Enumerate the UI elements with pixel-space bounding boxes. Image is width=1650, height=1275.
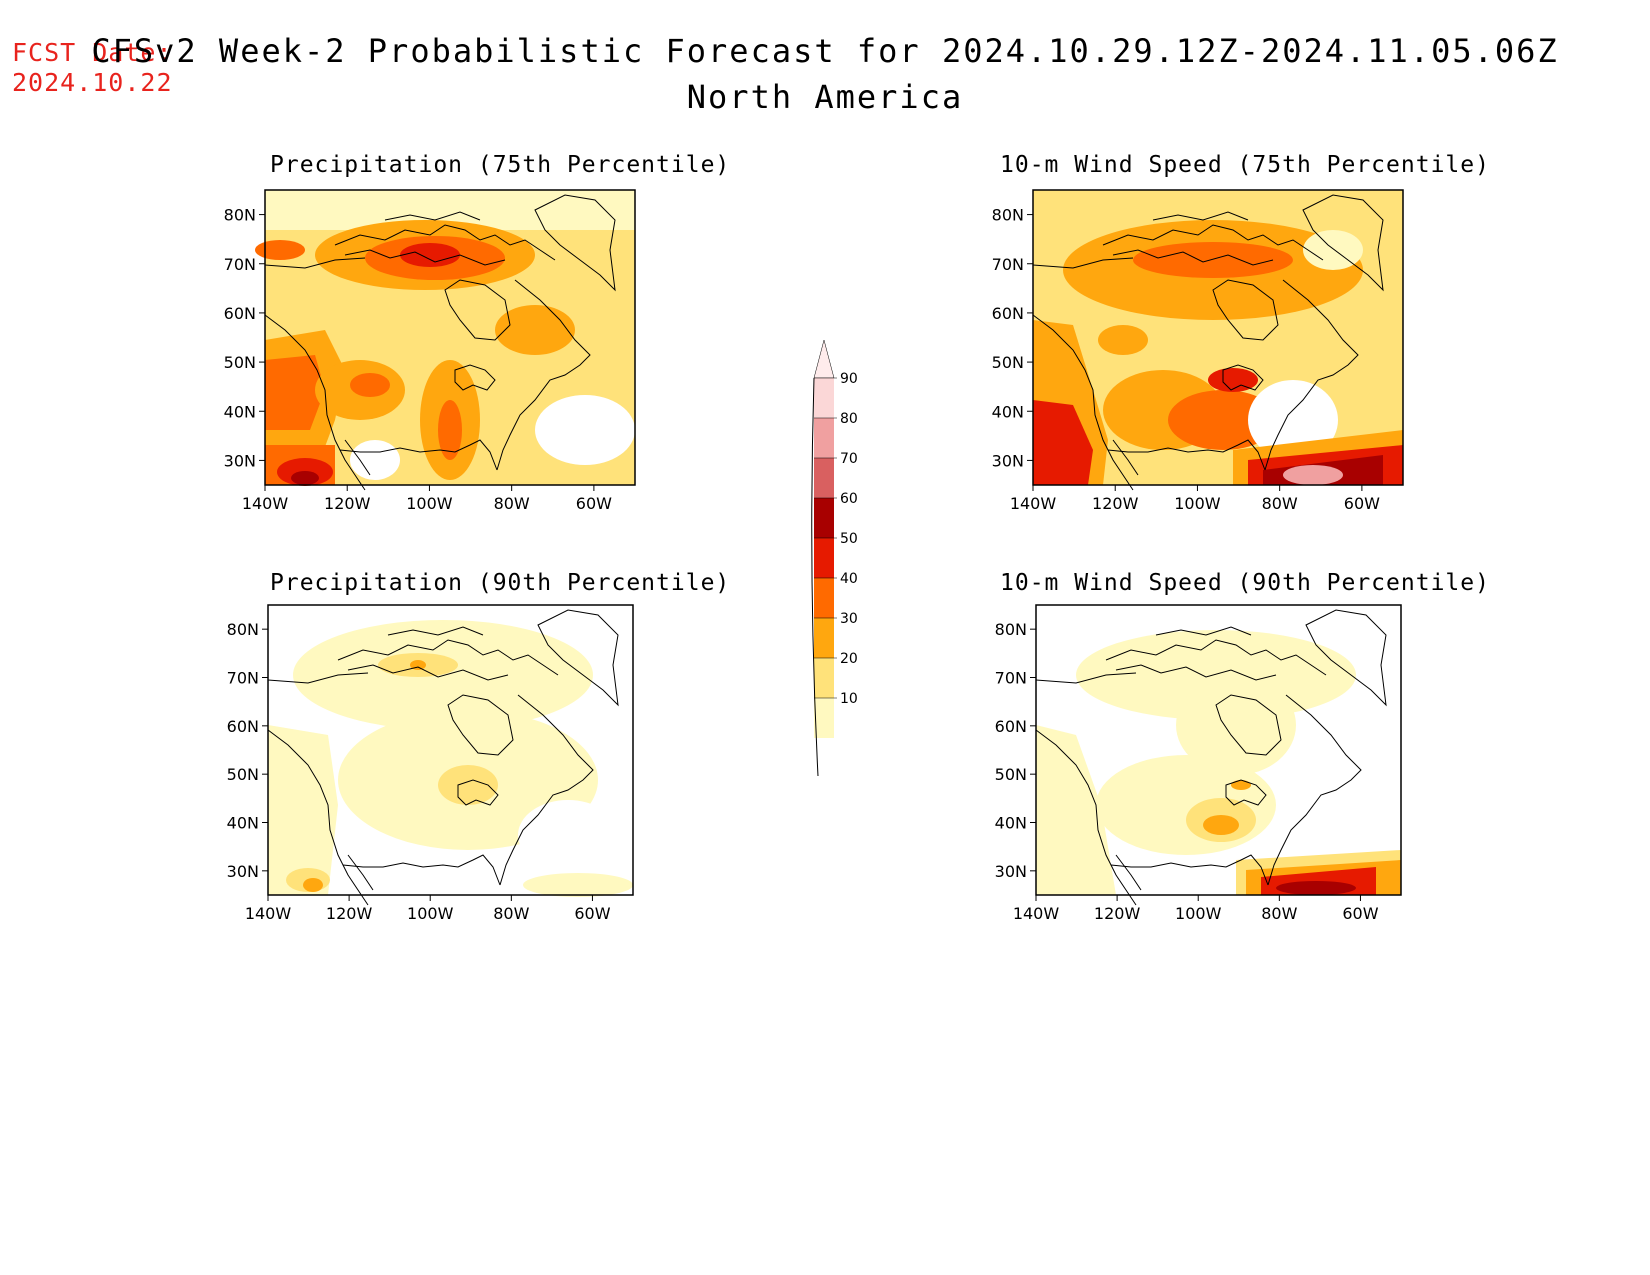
lon-label: 120W xyxy=(324,494,371,513)
lat-label: 80N xyxy=(224,206,256,225)
map-wind90 xyxy=(1035,604,1402,906)
lat-label: 70N xyxy=(992,255,1024,274)
colorbar-swatch xyxy=(814,658,834,698)
colorbar-swatch xyxy=(814,578,834,618)
colorbar-label: 50 xyxy=(840,531,858,547)
lat-label: 30N xyxy=(227,862,259,881)
panel-title-wind75: 10-m Wind Speed (75th Percentile) xyxy=(1000,152,1490,178)
lat-label: 60N xyxy=(992,304,1024,323)
lat-label: 60N xyxy=(224,304,256,323)
colorbar-swatch xyxy=(814,498,834,538)
lon-label: 60W xyxy=(576,494,612,513)
colorbar-swatch xyxy=(814,458,834,498)
forecast-date-value: 2024.10.22 xyxy=(12,68,173,97)
lon-label: 60W xyxy=(574,904,610,923)
colorbar-swatch xyxy=(814,418,834,458)
forecast-date-label: FCST Date: xyxy=(12,38,173,67)
main-title: CFSv2 Week-2 Probabilistic Forecast for … xyxy=(91,32,1559,70)
panel-title-wind90: 10-m Wind Speed (90th Percentile) xyxy=(1000,570,1490,596)
lon-label: 140W xyxy=(242,494,289,513)
lat-label: 40N xyxy=(995,814,1027,833)
lat-label: 30N xyxy=(995,862,1027,881)
lon-label: 100W xyxy=(407,904,454,923)
lat-label: 50N xyxy=(995,765,1027,784)
colorbar-top-cap xyxy=(813,339,835,379)
lon-label: 80W xyxy=(1262,494,1298,513)
map-precip90 xyxy=(267,604,634,906)
lat-label: 70N xyxy=(224,255,256,274)
lat-label: 80N xyxy=(995,620,1027,639)
lat-label: 50N xyxy=(224,353,256,372)
lon-label: 120W xyxy=(326,904,373,923)
colorbar-label: 60 xyxy=(840,491,858,507)
colorbar-swatch xyxy=(814,618,834,658)
forecast-date: FCST Date: 2024.10.22 xyxy=(12,38,173,98)
lon-label: 140W xyxy=(1010,494,1057,513)
lat-label: 40N xyxy=(224,402,256,421)
lon-label: 140W xyxy=(245,904,292,923)
lat-label: 60N xyxy=(995,717,1027,736)
region-title: North America xyxy=(686,78,964,116)
lon-label: 100W xyxy=(1175,904,1222,923)
lon-label: 120W xyxy=(1094,904,1141,923)
lon-label: 100W xyxy=(1174,494,1221,513)
colorbar-label: 80 xyxy=(840,411,858,427)
colorbar-label: 30 xyxy=(840,611,858,627)
lon-label: 120W xyxy=(1092,494,1139,513)
colorbar-swatch xyxy=(814,698,834,738)
colorbar-label: 20 xyxy=(840,651,858,667)
lat-label: 50N xyxy=(992,353,1024,372)
lat-label: 60N xyxy=(227,717,259,736)
colorbar-swatch xyxy=(814,378,834,418)
lat-label: 30N xyxy=(992,451,1024,470)
lon-label: 80W xyxy=(1261,904,1297,923)
colorbar-label: 40 xyxy=(840,571,858,587)
lat-label: 70N xyxy=(995,669,1027,688)
lat-label: 40N xyxy=(992,402,1024,421)
colorbar: 10 20 30 40 50 60 70 80 90 xyxy=(811,339,858,777)
colorbar-label: 70 xyxy=(840,451,858,467)
lon-label: 60W xyxy=(1344,494,1380,513)
lon-label: 100W xyxy=(406,494,453,513)
lon-label: 60W xyxy=(1342,904,1378,923)
lon-label: 80W xyxy=(493,904,529,923)
colorbar-label: 10 xyxy=(840,691,858,707)
colorbar-swatch xyxy=(814,538,834,578)
lat-label: 70N xyxy=(227,669,259,688)
lat-label: 50N xyxy=(227,765,259,784)
map-precip75 xyxy=(255,189,636,491)
axis-ticks: 80N 70N 60N 50N 40N 30N 140W 120W 100W 80W 60W 80N 7… xyxy=(224,206,1380,923)
lon-label: 80W xyxy=(494,494,530,513)
map-wind75 xyxy=(1032,189,1404,491)
lat-label: 30N xyxy=(224,451,256,470)
colorbar-label: 90 xyxy=(840,371,858,387)
panel-title-precip75: Precipitation (75th Percentile) xyxy=(270,152,731,178)
panel-title-precip90: Precipitation (90th Percentile) xyxy=(270,570,731,596)
lat-label: 40N xyxy=(227,814,259,833)
lon-label: 140W xyxy=(1013,904,1060,923)
lat-label: 80N xyxy=(227,620,259,639)
lat-label: 80N xyxy=(992,206,1024,225)
